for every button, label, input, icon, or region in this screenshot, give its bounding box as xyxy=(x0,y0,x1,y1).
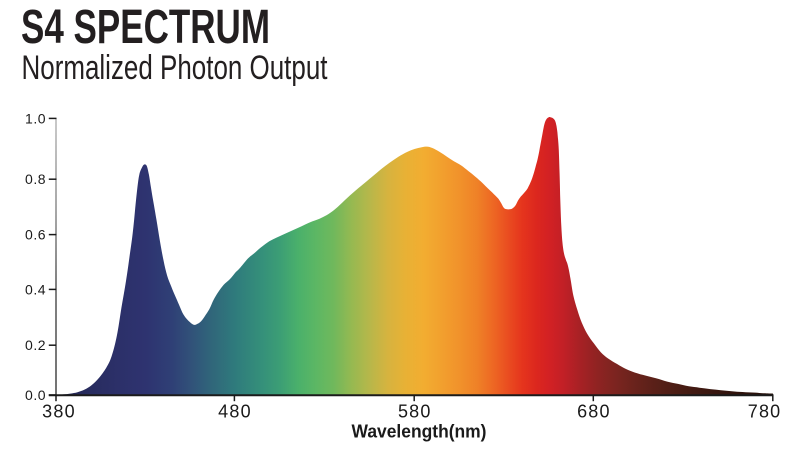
svg-text:0.8: 0.8 xyxy=(25,171,46,187)
svg-text:Wavelength(nm): Wavelength(nm) xyxy=(352,422,487,442)
svg-text:780: 780 xyxy=(748,402,782,422)
svg-text:380: 380 xyxy=(42,402,76,422)
svg-text:0.4: 0.4 xyxy=(25,281,46,297)
svg-text:0.6: 0.6 xyxy=(25,227,46,243)
svg-text:480: 480 xyxy=(218,402,252,422)
svg-text:680: 680 xyxy=(577,402,611,422)
svg-text:1.0: 1.0 xyxy=(25,110,46,126)
svg-text:0.0: 0.0 xyxy=(25,387,46,403)
svg-text:Normalized Photon Output: Normalized Photon Output xyxy=(22,49,328,87)
svg-text:S4 SPECTRUM: S4 SPECTRUM xyxy=(21,0,270,54)
svg-text:0.2: 0.2 xyxy=(25,337,46,353)
svg-text:580: 580 xyxy=(398,402,432,422)
